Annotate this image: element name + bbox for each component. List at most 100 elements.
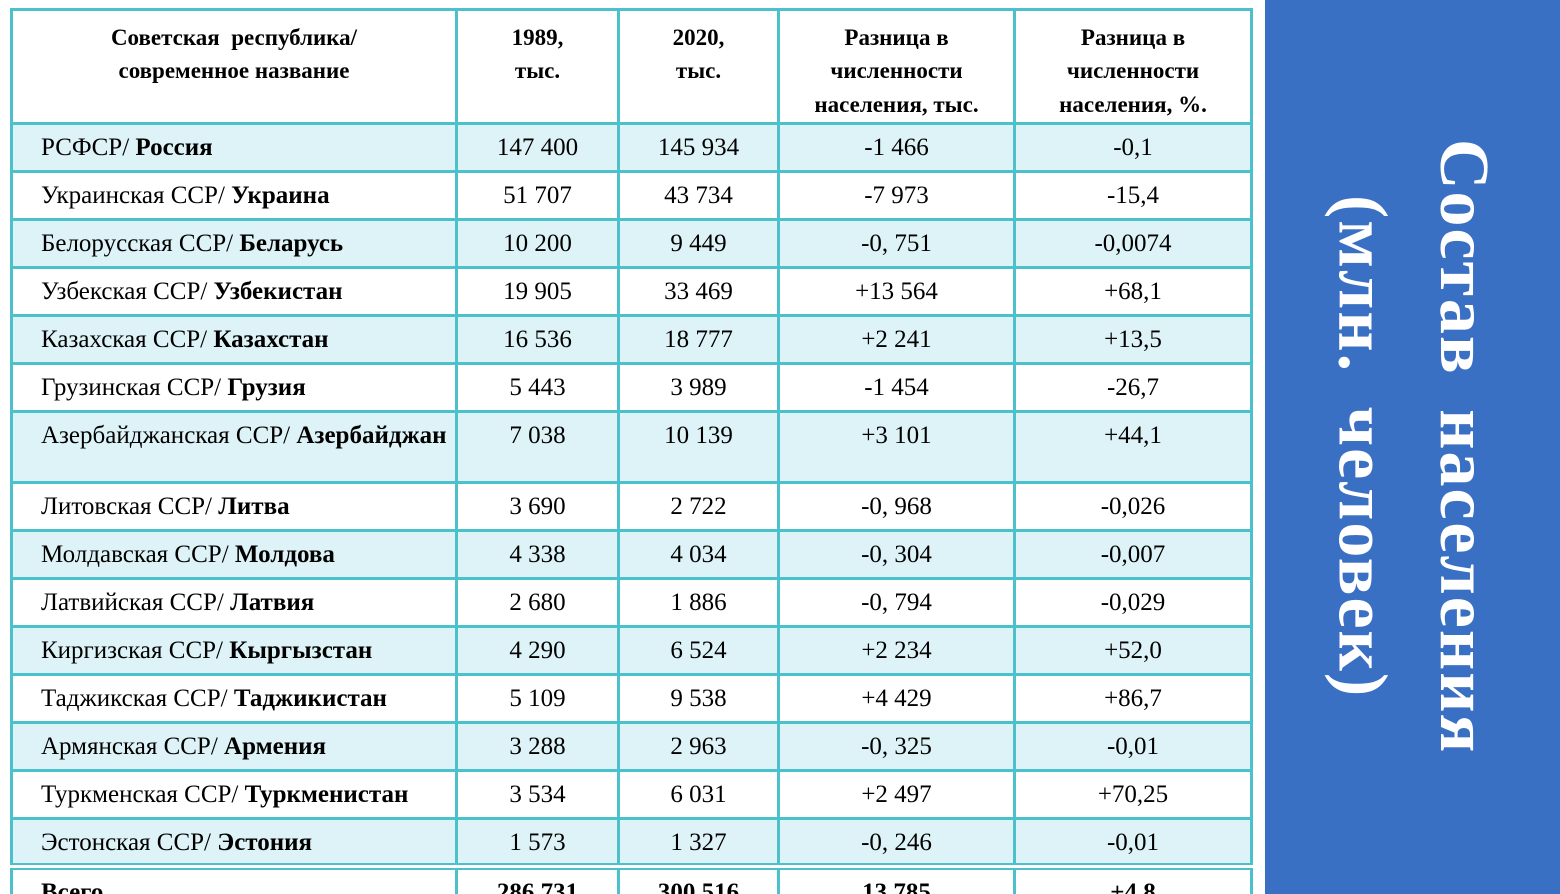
slide-title-line1: Состав населения bbox=[1425, 139, 1502, 755]
population-1989-cell: 5 443 bbox=[455, 362, 620, 414]
modern-country-name: Кыргызстан bbox=[229, 637, 373, 665]
difference-thousands-cell: -0, 794 bbox=[777, 577, 1016, 629]
total-label-cell: Всего bbox=[10, 863, 458, 894]
difference-percent-cell: +86,7 bbox=[1013, 673, 1253, 725]
difference-percent-cell: -26,7 bbox=[1013, 362, 1253, 414]
column-header-line: тыс. bbox=[514, 58, 561, 84]
table-row: Армянская ССР/ Армения 3 288 2 963 -0, 325-… bbox=[10, 721, 1253, 773]
soviet-republic-name: РСФСР/ bbox=[41, 134, 130, 162]
population-2020-cell: 10 139 bbox=[617, 410, 780, 485]
difference-thousands-cell: -1 454 bbox=[777, 362, 1016, 414]
total-2020-cell: 300 516 bbox=[617, 863, 780, 894]
column-header-3: Разница в численности населения, тыс. bbox=[777, 7, 1016, 126]
republic-cell: Таджикская ССР/ Таджикистан bbox=[10, 673, 458, 725]
republic-cell: Латвийская ССР/ Латвия bbox=[10, 577, 458, 629]
difference-percent-cell: +13,5 bbox=[1013, 314, 1253, 366]
difference-percent-cell: +52,0 bbox=[1013, 625, 1253, 677]
soviet-republic-name: Украинская ССР/ bbox=[41, 182, 225, 210]
population-2020-cell: 3 989 bbox=[617, 362, 780, 414]
soviet-republic-name: Эстонская ССР/ bbox=[41, 829, 211, 857]
republic-cell: РСФСР/ Россия bbox=[10, 122, 458, 174]
total-difference-percent-cell: +4,8 bbox=[1013, 863, 1253, 894]
column-header-line: численности bbox=[830, 58, 963, 84]
modern-country-name: Украина bbox=[231, 182, 330, 210]
column-header-line: современное название bbox=[118, 58, 350, 84]
column-header-0: Советская республика/современное названи… bbox=[10, 7, 458, 126]
difference-percent-cell: +44,1 bbox=[1013, 410, 1253, 485]
population-2020-cell: 9 449 bbox=[617, 218, 780, 270]
difference-percent-cell: -0,026 bbox=[1013, 481, 1253, 533]
modern-country-name: Узбекистан bbox=[213, 278, 343, 306]
table-row: Узбекская ССР/ Узбекистан 19 905 33 469 +13… bbox=[10, 266, 1253, 318]
difference-percent-cell: -0,007 bbox=[1013, 529, 1253, 581]
difference-percent-cell: -15,4 bbox=[1013, 170, 1253, 222]
table-row: Эстонская ССР/ Эстония 1 573 1 327 -0, 246-… bbox=[10, 817, 1253, 869]
difference-percent-cell: +70,25 bbox=[1013, 769, 1253, 821]
population-2020-cell: 2 722 bbox=[617, 481, 780, 533]
soviet-republic-name: Молдавская ССР/ bbox=[41, 541, 229, 569]
republic-cell: Узбекская ССР/ Узбекистан bbox=[10, 266, 458, 318]
population-2020-cell: 18 777 bbox=[617, 314, 780, 366]
modern-country-name: Латвия bbox=[230, 589, 315, 617]
table-row: Таджикская ССР/ Таджикистан 5 109 9 538 +4 … bbox=[10, 673, 1253, 725]
table-row: РСФСР/ Россия 147 400 145 934 -1 466 -0,1 bbox=[10, 122, 1253, 174]
column-header-line: численности bbox=[1066, 58, 1200, 84]
soviet-republic-name: Армянская ССР/ bbox=[41, 733, 218, 761]
table-row: Украинская ССР/ Украина 51 707 43 734 -7 97… bbox=[10, 170, 1253, 222]
table-row: Белорусская ССР/ Беларусь 10 200 9 449 -0, … bbox=[10, 218, 1253, 270]
table-row: Литовская ССР/ Литва 3 690 2 722 -0, 968 -0,… bbox=[10, 481, 1253, 533]
population-2020-cell: 43 734 bbox=[617, 170, 780, 222]
republic-cell: Азербайджанская ССР/ Азербайджан bbox=[10, 410, 458, 485]
population-1989-cell: 51 707 bbox=[455, 170, 620, 222]
soviet-republic-name: Литовская ССР/ bbox=[41, 493, 212, 521]
difference-thousands-cell: -1 466 bbox=[777, 122, 1016, 174]
soviet-republic-name: Белорусская ССР/ bbox=[41, 230, 234, 258]
difference-percent-cell: -0,0074 bbox=[1013, 218, 1253, 270]
population-1989-cell: 19 905 bbox=[455, 266, 620, 318]
population-1989-cell: 3 690 bbox=[455, 481, 620, 533]
republic-cell: Туркменская ССР/ Туркменистан bbox=[10, 769, 458, 821]
republic-cell: Киргизская ССР/ Кыргызстан bbox=[10, 625, 458, 677]
column-header-line: 2020, bbox=[672, 25, 725, 50]
difference-thousands-cell: -0, 325 bbox=[777, 721, 1016, 773]
difference-thousands-cell: +2 241 bbox=[777, 314, 1016, 366]
total-1989-cell: 286 731 bbox=[455, 863, 620, 894]
republic-cell: Молдавская ССР/ Молдова bbox=[10, 529, 458, 581]
table-row: Латвийская ССР/ Латвия 2 680 1 886 -0, 794-… bbox=[10, 577, 1253, 629]
table-row: Казахская ССР/ Казахстан 16 536 18 777 +2 2… bbox=[10, 314, 1253, 366]
population-2020-cell: 6 031 bbox=[617, 769, 780, 821]
total-difference-thousands-cell: 13 785 bbox=[777, 863, 1016, 894]
population-1989-cell: 4 290 bbox=[455, 625, 620, 677]
table-row: Киргизская ССР/ Кыргызстан 4 290 6 524 +2 2… bbox=[10, 625, 1253, 677]
column-header-line: 1989, bbox=[511, 25, 564, 50]
difference-thousands-cell: -0, 246 bbox=[777, 817, 1016, 869]
soviet-republic-name: Латвийская ССР/ bbox=[41, 589, 224, 617]
difference-thousands-cell: +2 497 bbox=[777, 769, 1016, 821]
republic-cell: Белорусская ССР/ Беларусь bbox=[10, 218, 458, 270]
soviet-republic-name: Узбекская ССР/ bbox=[41, 278, 208, 306]
population-1989-cell: 1 573 bbox=[455, 817, 620, 869]
modern-country-name: Азербайджан bbox=[296, 422, 447, 450]
population-2020-cell: 1 886 bbox=[617, 577, 780, 629]
difference-percent-cell: -0,01 bbox=[1013, 721, 1253, 773]
population-1989-cell: 2 680 bbox=[455, 577, 620, 629]
difference-percent-cell: +68,1 bbox=[1013, 266, 1253, 318]
modern-country-name: Эстония bbox=[217, 829, 313, 857]
difference-thousands-cell: +4 429 bbox=[777, 673, 1016, 725]
soviet-republic-name: Азербайджанская ССР/ bbox=[41, 422, 291, 450]
population-1989-cell: 7 038 bbox=[455, 410, 620, 485]
population-2020-cell: 4 034 bbox=[617, 529, 780, 581]
population-1989-cell: 4 338 bbox=[455, 529, 620, 581]
column-header-line: населения, тыс. bbox=[814, 91, 979, 117]
column-header-line: тыс. bbox=[675, 58, 722, 84]
republic-cell: Эстонская ССР/ Эстония bbox=[10, 817, 458, 869]
column-header-line: Советская республика/ bbox=[110, 25, 358, 50]
column-header-line: Разница в bbox=[844, 25, 949, 50]
population-2020-cell: 2 963 bbox=[617, 721, 780, 773]
population-2020-cell: 1 327 bbox=[617, 817, 780, 869]
modern-country-name: Беларусь bbox=[239, 230, 344, 258]
population-2020-cell: 145 934 bbox=[617, 122, 780, 174]
soviet-republic-name: Казахская ССР/ bbox=[41, 326, 208, 354]
republic-cell: Литовская ССР/ Литва bbox=[10, 481, 458, 533]
